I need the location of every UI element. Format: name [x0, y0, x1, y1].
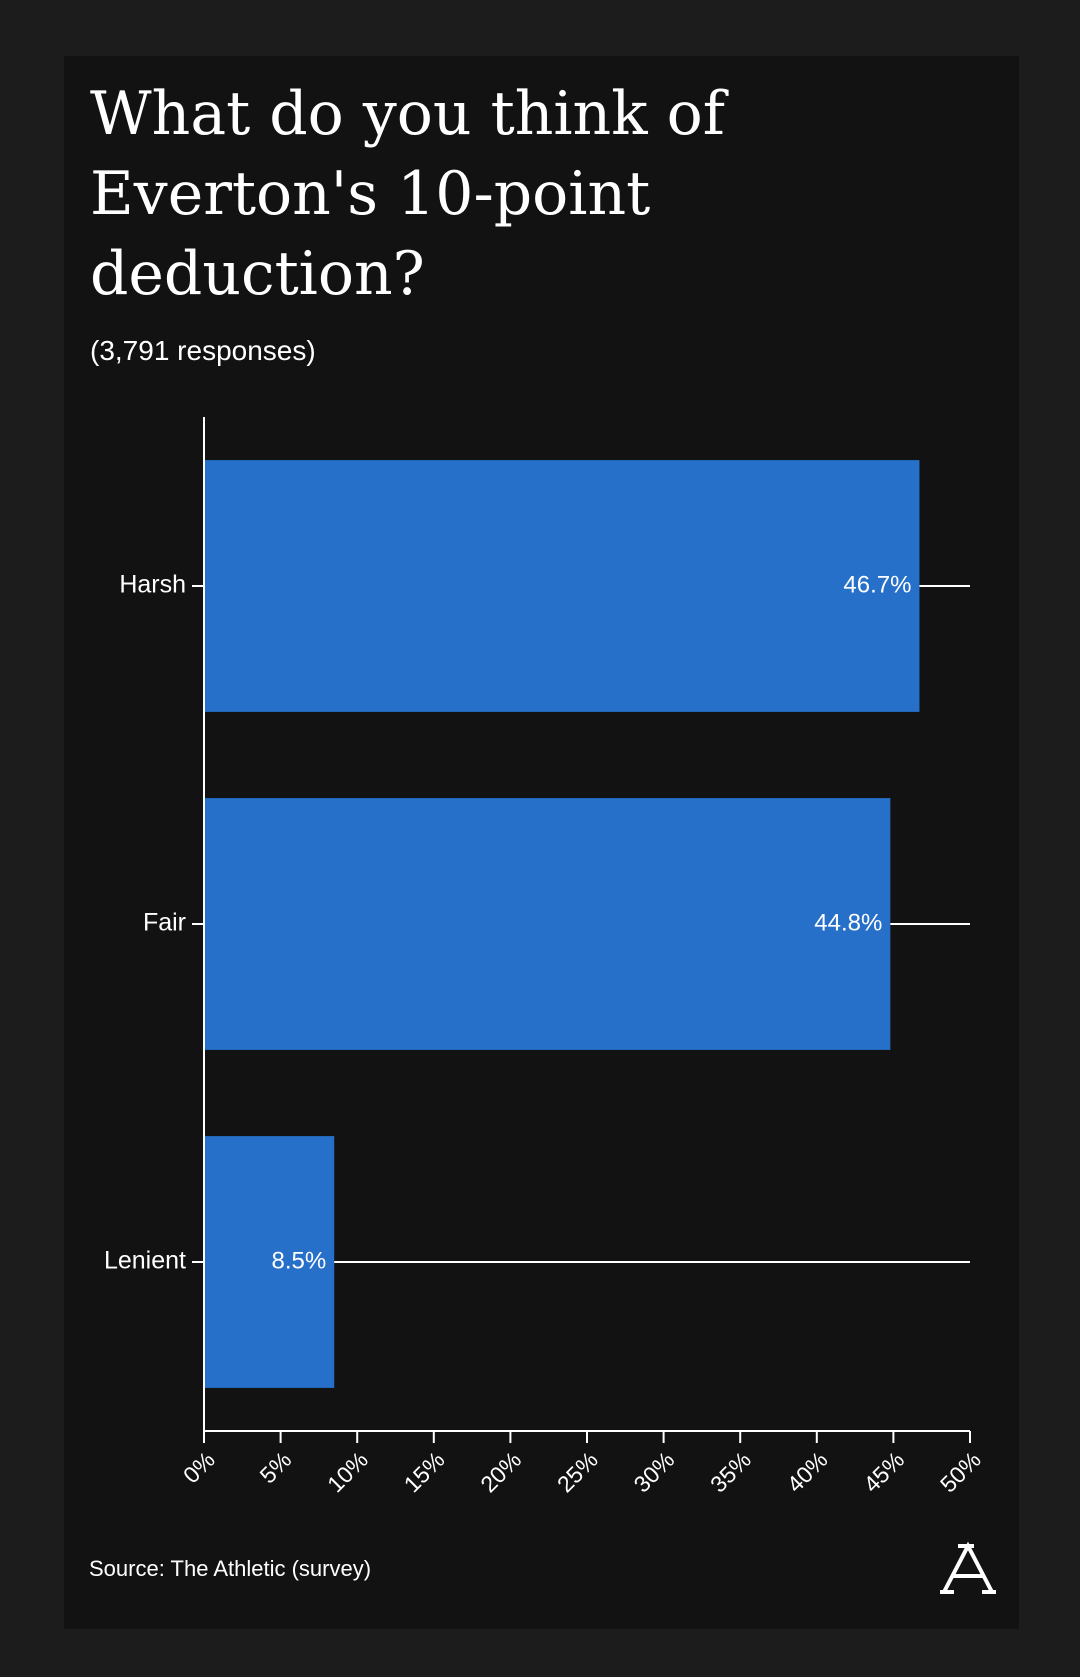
x-tick-label: 35% — [705, 1446, 756, 1497]
x-tick-label: 5% — [255, 1446, 297, 1488]
source: Source: The Athletic (survey) — [89, 1556, 371, 1581]
x-tick-label: 50% — [935, 1446, 986, 1497]
x-tick-label: 40% — [782, 1446, 833, 1497]
x-tick-label: 45% — [858, 1446, 909, 1497]
chart-title: What do you think of Everton's 10-point … — [90, 79, 725, 309]
y-tick-label: Harsh — [119, 571, 186, 599]
x-tick-label: 20% — [475, 1446, 526, 1497]
x-tick-label: 25% — [552, 1446, 603, 1497]
logo — [940, 1541, 996, 1594]
y-tick-label: Fair — [143, 909, 186, 937]
x-tick-label: 10% — [322, 1446, 373, 1497]
chart-subtitle: (3,791 responses) — [90, 335, 316, 366]
x-tick-label: 30% — [628, 1446, 679, 1497]
bar — [204, 1136, 335, 1388]
value-label: 44.8% — [814, 909, 882, 936]
value-label: 46.7% — [843, 571, 911, 598]
x-tick-label: 0% — [178, 1446, 220, 1488]
bar — [204, 798, 891, 1050]
value-label: 8.5% — [272, 1247, 327, 1274]
y-tick-label: Lenient — [104, 1247, 186, 1275]
x-tick-label: 15% — [399, 1446, 450, 1497]
bar — [204, 460, 920, 712]
